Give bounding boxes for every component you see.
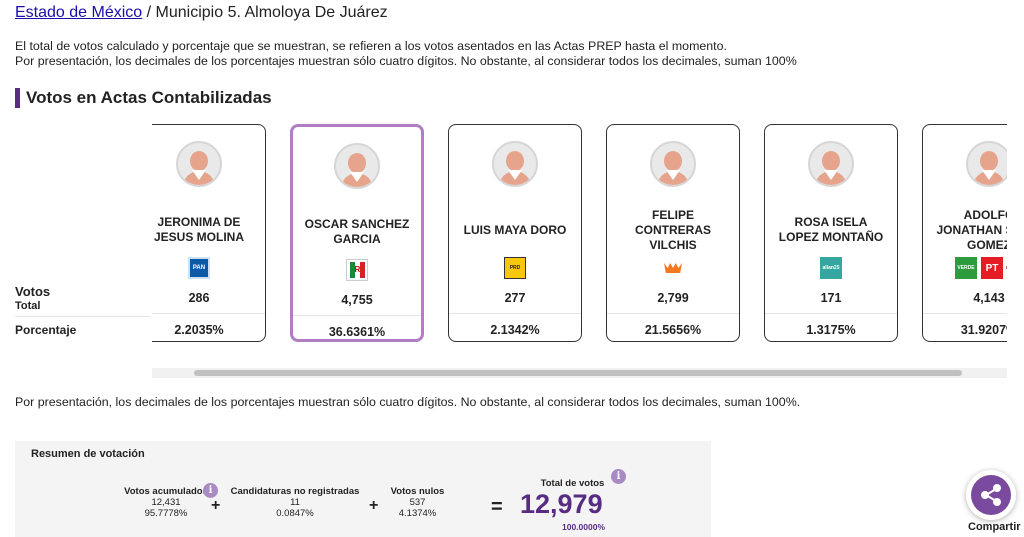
party-logos: VERDEPTmorena [955, 257, 1007, 279]
breadcrumb: Estado de México / Municipio 5. Almoloya… [15, 4, 388, 22]
candidate-votes: 171 [820, 291, 842, 305]
party-logos: PRD [504, 257, 526, 279]
candidate-name: ROSA ISELA LOPEZ MONTAÑO [778, 215, 884, 244]
party-logos: allan25 [820, 257, 842, 279]
summary-total-votos: Total de votos [530, 478, 615, 489]
candidate-votes: 2,799 [657, 291, 689, 305]
info-note-line-2: Por presentación, los decimales de los p… [15, 54, 797, 68]
breadcrumb-current: Municipio 5. Almoloya De Juárez [155, 4, 388, 21]
section-title: Votos en Actas Contabilizadas [15, 88, 272, 108]
avatar-icon [966, 141, 1007, 187]
candidate-name: OSCAR SANCHEZ GARCIA [304, 217, 410, 246]
candidate-name: ADOLFO JONATHAN SOLIS GOMEZ [936, 207, 1007, 252]
candidate-votes: 4,755 [341, 293, 373, 307]
breadcrumb-separator: / [142, 4, 156, 21]
candidate-percentage: 2.2035% [174, 323, 224, 337]
row-divider [15, 316, 150, 317]
votos-acumulados-label: Votos acumulados [124, 486, 208, 497]
summary-votos-nulos: Votos nulos 537 4.1374% [385, 486, 450, 519]
vote-summary-panel: Resumen de votación Votos acumulados 12,… [15, 441, 711, 537]
avatar-icon [808, 141, 854, 187]
card-divider [765, 313, 897, 314]
votos-nulos-label: Votos nulos [390, 486, 445, 497]
equals-sign: = [491, 496, 503, 518]
total-votos-info-icon[interactable]: i [611, 469, 626, 484]
votos-acumulados-value: 12,431 [151, 497, 181, 508]
pt-logo-icon: PT [981, 257, 1003, 279]
info-note-line-1: El total de votos calculado y porcentaje… [15, 39, 727, 53]
plus-sign: + [211, 497, 221, 514]
candidate-percentage: 1.3175% [806, 323, 856, 337]
pri-logo-icon: R [346, 259, 368, 281]
avatar-icon [650, 141, 696, 187]
share-button[interactable] [966, 470, 1016, 520]
total-votos-value: 12,979 [520, 489, 603, 519]
party-logos [662, 257, 684, 279]
candidate-name: LUIS MAYA DORO [463, 222, 567, 237]
scrollbar-thumb[interactable] [194, 370, 962, 376]
candidate-card[interactable]: ROSA ISELA LOPEZ MONTAÑO allan25 171 1.3175… [764, 124, 898, 342]
candidate-percentage: 21.5656% [644, 323, 702, 337]
votos-acumulados-info-icon[interactable]: i [203, 483, 218, 498]
candidate-card[interactable]: LUIS MAYA DORO PRD 277 2.1342% [448, 124, 582, 342]
avatar-icon [176, 141, 222, 187]
card-divider [152, 313, 265, 314]
avatar-icon [492, 141, 538, 187]
total-votos-pct: 100.0000% [562, 522, 606, 532]
horizontal-scrollbar[interactable] [152, 368, 1007, 378]
section-accent-bar [15, 88, 20, 108]
no-registradas-pct: 0.0847% [276, 508, 314, 519]
row-label-porcentaje: Porcentaje [15, 323, 77, 337]
total-votos-label: Total de votos [540, 478, 605, 489]
candidate-percentage: 31.9207% [960, 323, 1007, 337]
section-title-text: Votos en Actas Contabilizadas [26, 88, 272, 107]
candidate-card[interactable]: ADOLFO JONATHAN SOLIS GOMEZ VERDEPTmorena… [922, 124, 1007, 342]
party-logos: PAN [188, 257, 210, 279]
plus-sign: + [369, 497, 379, 514]
party-logos: R [346, 259, 368, 281]
candidate-votes: 4,143 [973, 291, 1005, 305]
card-divider [293, 315, 421, 316]
candidate-votes: 286 [188, 291, 210, 305]
candidate-card[interactable]: FELIPE CONTRERAS VILCHIS 2,799 21.5656% [606, 124, 740, 342]
votos-acumulados-pct: 95.7778% [144, 508, 188, 519]
verde-logo-icon: VERDE [955, 257, 977, 279]
bottom-note: Por presentación, los decimales de los p… [15, 395, 801, 409]
candidate-card[interactable]: OSCAR SANCHEZ GARCIA R 4,755 36.6361% [290, 124, 424, 342]
summary-candidaturas-no-registradas: Candidaturas no registradas 11 0.0847% [230, 486, 360, 519]
no-registradas-value: 11 [290, 497, 300, 508]
candidate-card[interactable]: JERONIMA DE JESUS MOLINA PAN 286 2.2035% [152, 124, 266, 342]
share-icon [971, 475, 1011, 515]
votos-nulos-value: 537 [409, 497, 426, 508]
row-label-votos: Votos [15, 284, 51, 299]
row-label-total: Total [15, 300, 41, 312]
card-divider [449, 313, 581, 314]
prd-logo-icon: PRD [504, 257, 526, 279]
partido-local-logo-icon: allan25 [820, 257, 842, 279]
candidate-percentage: 36.6361% [328, 325, 386, 339]
summary-votos-acumulados: Votos acumulados 12,431 95.7778% [110, 486, 222, 519]
pan-logo-icon: PAN [188, 257, 210, 279]
candidate-votes: 277 [504, 291, 526, 305]
votos-nulos-pct: 4.1374% [398, 508, 437, 519]
breadcrumb-state-link[interactable]: Estado de México [15, 4, 143, 21]
avatar-icon [334, 143, 380, 189]
info-note: El total de votos calculado y porcentaje… [15, 39, 797, 69]
candidate-percentage: 2.1342% [490, 323, 540, 337]
summary-title: Resumen de votación [31, 448, 145, 460]
candidate-name: FELIPE CONTRERAS VILCHIS [634, 207, 711, 252]
card-divider [607, 313, 739, 314]
share-label: Compartir [968, 521, 1021, 533]
candidate-carousel: JERONIMA DE JESUS MOLINA PAN 286 2.2035% OSC… [152, 120, 1007, 380]
movimiento-ciudadano-logo-icon [662, 257, 684, 279]
card-divider [923, 313, 1007, 314]
no-registradas-label: Candidaturas no registradas [230, 486, 360, 497]
candidate-name: JERONIMA DE JESUS MOLINA [153, 215, 244, 244]
pri-text: R [354, 262, 360, 278]
